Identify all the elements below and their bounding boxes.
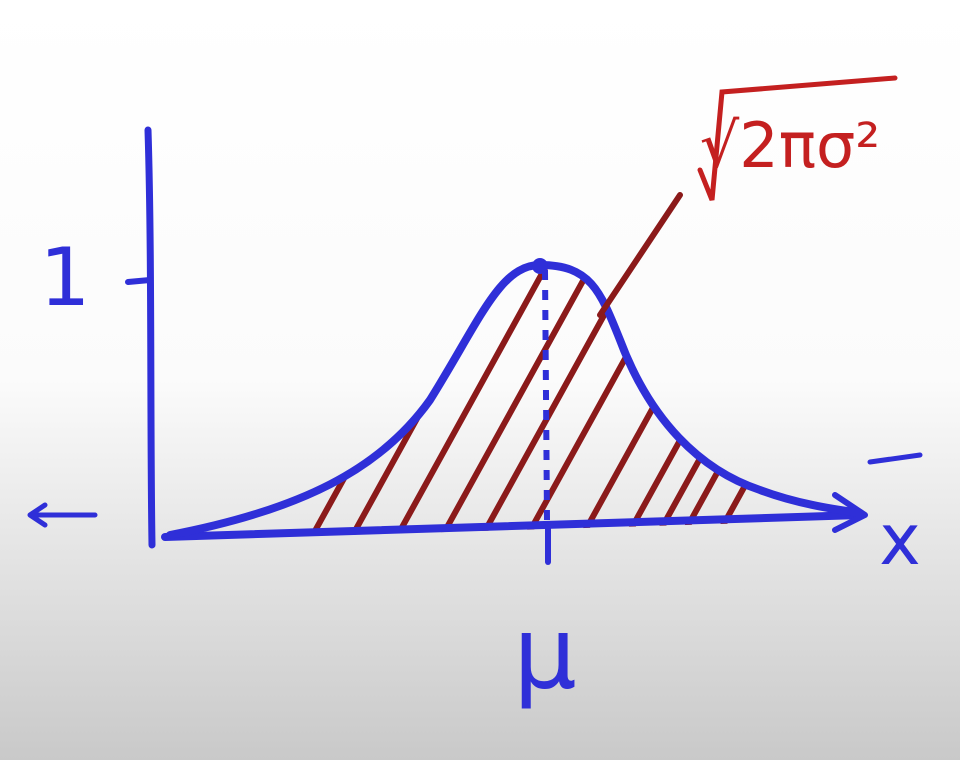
peak-point bbox=[532, 258, 548, 274]
x-axis-label: x bbox=[879, 499, 920, 581]
bell-curve bbox=[166, 260, 864, 539]
pointer-line bbox=[597, 192, 683, 318]
axes bbox=[27, 126, 923, 565]
annotation: √2πσ² bbox=[700, 109, 880, 182]
y-tick-label: 1 bbox=[40, 231, 91, 324]
mean-label: μ bbox=[513, 594, 577, 711]
radical-sign bbox=[697, 75, 898, 201]
mean-line bbox=[542, 269, 550, 521]
